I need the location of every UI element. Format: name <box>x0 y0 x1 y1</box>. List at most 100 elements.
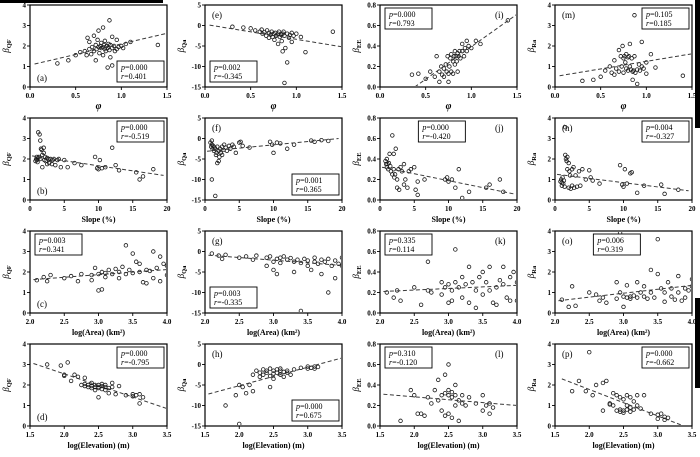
y-tick-label: 5 <box>198 340 202 348</box>
y-tick-label: 0 <box>548 309 552 317</box>
data-point <box>593 292 599 297</box>
panel-p: 1.5 2.0 2.5 3.0 3.5 4 3 2 1 0 log(Elevation) (m) βR… <box>525 339 700 452</box>
y-tick-label: 0 <box>198 22 202 30</box>
data-point <box>278 366 283 371</box>
data-point <box>390 172 395 177</box>
data-point <box>631 407 636 412</box>
trend-line <box>383 284 516 292</box>
data-point <box>587 290 592 295</box>
data-point <box>425 288 431 293</box>
x-tick-label: 5 <box>588 205 592 213</box>
panel-letter: (k) <box>495 236 506 246</box>
data-point <box>116 44 121 50</box>
data-point <box>298 260 304 266</box>
y-tick-label: 0.4 <box>367 268 376 276</box>
data-point <box>38 138 43 143</box>
data-point <box>679 298 684 303</box>
x-tick-label: 4.0 <box>513 318 522 326</box>
data-point <box>456 418 461 424</box>
data-point <box>53 162 58 168</box>
y-tick-label: 1 <box>548 63 552 71</box>
data-point <box>686 288 691 293</box>
y-tick-label: 2 <box>23 381 27 389</box>
y-axis-label: βRa <box>526 378 538 392</box>
data-point <box>446 393 451 398</box>
x-tick-label: 0 <box>553 205 557 213</box>
data-point <box>326 256 331 262</box>
data-point <box>114 37 119 43</box>
data-point <box>388 163 393 169</box>
data-point <box>514 298 516 303</box>
data-point <box>40 165 45 170</box>
data-point <box>84 53 89 58</box>
data-points <box>208 137 331 199</box>
trend-line <box>383 393 516 406</box>
data-point <box>638 290 643 295</box>
data-point <box>507 274 513 280</box>
data-point <box>461 54 467 59</box>
data-point <box>487 411 492 416</box>
data-point <box>632 13 637 18</box>
data-point <box>658 182 664 187</box>
y-tick-label: 0.6 <box>367 22 376 30</box>
y-tick-label: 2 <box>548 42 552 50</box>
y-tick-label: 4 <box>23 114 27 122</box>
data-point <box>672 297 678 302</box>
y-tick-label: 4 <box>548 1 552 9</box>
data-point <box>455 69 460 74</box>
y-tick-label: 4 <box>548 227 552 235</box>
data-point <box>483 403 489 408</box>
y-tick-label: 0 <box>23 422 27 430</box>
data-point <box>645 296 650 301</box>
x-tick-label: 1.5 <box>26 431 35 439</box>
data-point <box>627 41 633 47</box>
data-point <box>241 25 246 30</box>
panel-letter: (h) <box>212 349 223 359</box>
x-tick-label: 3.5 <box>653 318 662 326</box>
y-tick-label: 0.8 <box>367 114 376 122</box>
stat-r-value: r=0.114 <box>389 245 414 254</box>
data-point <box>137 261 142 266</box>
data-point <box>237 421 242 425</box>
data-point <box>446 300 451 305</box>
data-point <box>652 295 657 300</box>
data-point <box>128 39 133 45</box>
data-point <box>641 284 647 289</box>
data-point <box>437 69 442 74</box>
data-point <box>291 269 297 275</box>
data-point <box>434 54 439 59</box>
data-point <box>85 35 90 40</box>
x-axis-label: φ <box>621 101 627 112</box>
data-point <box>442 391 448 396</box>
trend-line <box>556 173 689 192</box>
trend-line <box>208 254 341 266</box>
y-tick-label: -5 <box>195 381 201 389</box>
scan-artifact-right-bar-upper <box>695 0 700 128</box>
scatter-plot-g: 2.0 2.5 3.0 3.5 4.0 5 0 -5 -10 -15 log(Area) (km²)… <box>176 227 347 337</box>
y-tick-label: 2 <box>23 42 27 50</box>
data-point <box>97 50 102 56</box>
data-point <box>405 185 410 190</box>
data-point <box>458 56 463 61</box>
data-point <box>418 302 424 307</box>
stat-r-value: r=-0.345 <box>214 72 242 81</box>
data-point <box>282 80 287 86</box>
data-point <box>140 395 146 400</box>
data-point <box>580 78 585 84</box>
stat-r-value: r=0.185 <box>646 19 672 28</box>
data-point <box>448 56 453 61</box>
data-point <box>466 300 472 305</box>
data-point <box>480 269 485 275</box>
data-point <box>446 179 451 184</box>
data-point <box>213 152 219 158</box>
data-point <box>625 68 631 73</box>
data-point <box>394 177 400 182</box>
data-point <box>89 278 94 283</box>
data-point <box>432 74 437 79</box>
x-tick-label: 1.5 <box>201 431 210 439</box>
data-point <box>563 125 568 130</box>
